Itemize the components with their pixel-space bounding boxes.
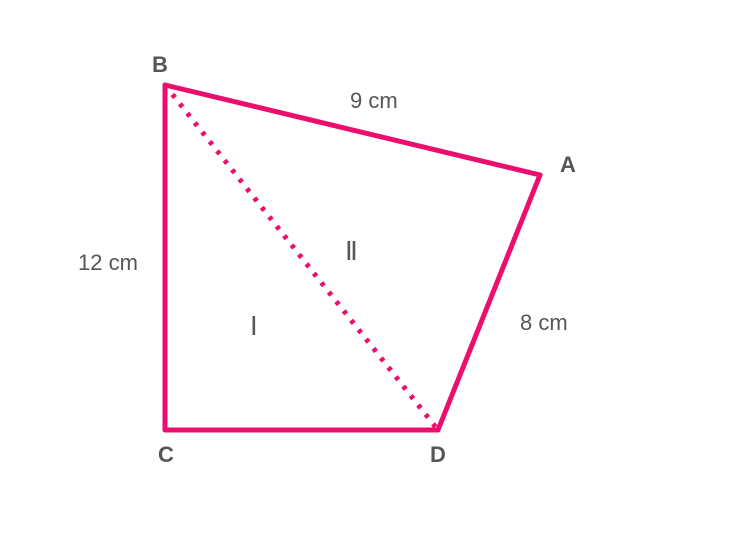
region-label-i: Ⅰ — [250, 312, 258, 341]
region-label-ii: Ⅱ — [345, 237, 356, 266]
edge-ad — [438, 175, 540, 430]
edge-label-cb: 12 cm — [78, 250, 138, 275]
edge-label-ad: 8 cm — [520, 310, 568, 335]
diagonal-bd — [165, 85, 438, 430]
vertex-label-a: A — [560, 152, 576, 177]
vertex-label-c: C — [158, 442, 174, 467]
vertex-label-b: B — [152, 52, 168, 77]
edge-label-ba: 9 cm — [350, 88, 398, 113]
geometry-diagram: A B C D 9 cm 8 cm 12 cm Ⅰ Ⅱ — [0, 0, 750, 545]
vertex-label-d: D — [430, 442, 446, 467]
